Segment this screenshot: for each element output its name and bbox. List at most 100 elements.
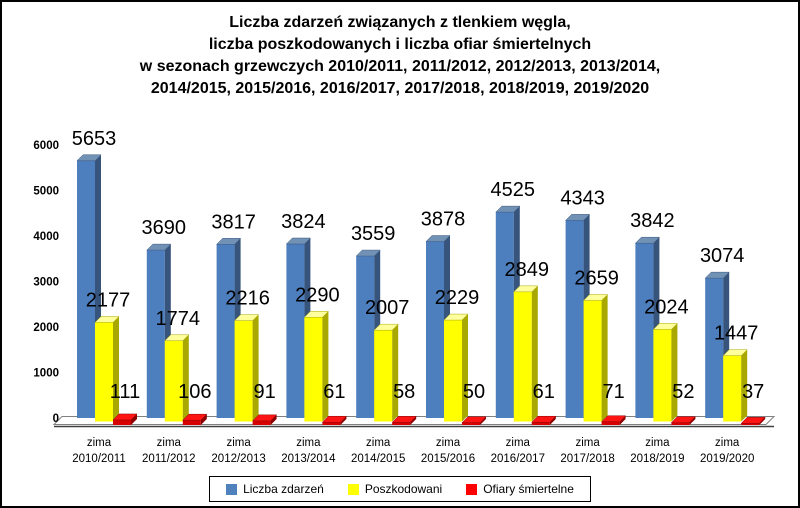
legend-item: Poszkodowani	[347, 482, 442, 496]
bar-front-1-7	[583, 300, 602, 422]
bar-top-1-4	[373, 323, 399, 331]
bar-front-2-2	[252, 420, 271, 425]
value-label: 52	[672, 381, 694, 403]
bar-front-0-5	[426, 241, 444, 418]
value-label: 3074	[700, 245, 745, 267]
x-tick-label: zima	[296, 437, 321, 449]
value-label: 2024	[644, 296, 689, 318]
x-tick-label: zima	[436, 437, 461, 449]
bar-front-0-2	[216, 244, 235, 418]
bar-top-0-0	[76, 154, 102, 162]
bar-front-1-0	[95, 322, 113, 422]
bar-side-2-6	[549, 416, 556, 425]
bar-top-1-7	[582, 294, 609, 301]
value-label: 61	[533, 381, 555, 403]
value-label: 71	[602, 381, 624, 403]
value-label: 2007	[365, 297, 410, 319]
bar-top-2-7	[600, 415, 627, 423]
bar-side-2-0	[131, 413, 137, 425]
bar-side-2-3	[340, 416, 347, 425]
bar-top-1-8	[652, 323, 679, 330]
chart-plot: 0 1000 2000 3000 4000 5000 6000 5653 2177 111 3690…	[33, 128, 776, 465]
title-line: 2014/2015, 2015/2016, 2016/2017, 2017/20…	[150, 80, 650, 97]
bar-front-0-3	[286, 244, 305, 418]
value-label: 2229	[435, 287, 480, 309]
value-label: 2290	[295, 284, 340, 306]
bar-side-2-7	[619, 415, 626, 425]
y-tick-label: 4000	[33, 231, 59, 243]
bar-top-2-9	[740, 417, 766, 424]
bar-front-2-0	[113, 419, 131, 425]
bar-front-1-2	[234, 320, 253, 422]
bar-front-1-3	[304, 317, 323, 422]
bar-top-2-5	[461, 416, 487, 423]
y-tick-label: 3000	[33, 277, 59, 289]
value-label: 5653	[72, 128, 117, 150]
x-tick-label: 2016/2017	[491, 453, 545, 465]
value-label: 1774	[156, 308, 201, 330]
bar-top-0-7	[564, 214, 591, 221]
value-label: 58	[393, 381, 415, 403]
bar-top-2-1	[182, 413, 208, 421]
bar-front-0-0	[77, 160, 95, 418]
bar-front-0-9	[705, 278, 724, 418]
value-label: 50	[463, 381, 485, 403]
x-tick-label: zima	[87, 437, 112, 449]
bar-side-2-9	[759, 417, 766, 425]
bar-front-1-8	[653, 329, 672, 422]
bar-top-2-2	[251, 414, 278, 422]
bar-top-0-4	[355, 249, 381, 257]
bar-front-0-4	[356, 256, 375, 418]
x-tick-label: zima	[366, 437, 391, 449]
bar-top-1-0	[94, 316, 120, 323]
bar-top-0-6	[495, 205, 521, 213]
title-line: w sezonach grzewczych 2010/2011, 2011/20…	[139, 58, 661, 75]
x-tick-label: zima	[575, 437, 600, 449]
chart-legend: Liczba zdarzeń Poszkodowani Ofiary śmierte…	[209, 476, 591, 502]
bar-side-2-1	[200, 414, 207, 425]
value-label: 111	[110, 381, 140, 403]
legend-item: Ofiary śmiertelne	[466, 482, 574, 496]
x-tick-label: 2017/2018	[560, 453, 614, 465]
bar-top-0-9	[704, 271, 730, 279]
bar-side-1-2	[252, 314, 259, 422]
bar-top-2-8	[670, 416, 697, 423]
bar-front-0-6	[495, 212, 514, 418]
value-label: 37	[742, 381, 764, 403]
bar-front-0-1	[146, 250, 165, 418]
value-label: 4525	[491, 179, 536, 201]
legend-label: Ofiary śmiertelne	[483, 482, 574, 496]
value-label: 3817	[211, 211, 256, 233]
bar-side-1-9	[741, 349, 748, 422]
chart-title: Liczba zdarzeń związanych z tlenkiem węg…	[2, 2, 798, 106]
bar-top-1-3	[303, 311, 330, 318]
x-tick-label: zima	[715, 437, 740, 449]
y-tick-label: 2000	[33, 322, 59, 334]
bar-side-1-1	[182, 334, 189, 422]
legend-swatch-icon	[466, 483, 478, 495]
bar-top-0-1	[146, 243, 172, 251]
bar-side-1-8	[671, 323, 678, 422]
bar-side-2-2	[270, 414, 277, 425]
legend-item: Liczba zdarzeń	[226, 482, 324, 496]
bar-top-1-6	[513, 285, 539, 293]
x-tick-label: zima	[226, 437, 251, 449]
value-label: 4343	[560, 187, 605, 209]
bar-top-1-5	[443, 313, 469, 321]
value-label: 3842	[630, 210, 675, 232]
y-tick-label: 6000	[33, 140, 59, 152]
value-label: 106	[178, 381, 211, 403]
bar-front-2-6	[531, 422, 550, 425]
x-tick-label: 2014/2015	[351, 453, 405, 465]
bar-top-2-4	[391, 416, 417, 423]
bar-front-0-7	[565, 220, 584, 418]
value-label: 2659	[574, 268, 619, 290]
value-label: 2216	[225, 288, 270, 310]
bar-side-1-4	[392, 324, 399, 422]
x-tick-label: zima	[157, 437, 182, 449]
bar-top-0-5	[425, 235, 451, 242]
bar-top-1-1	[164, 334, 190, 342]
bar-top-2-3	[321, 415, 348, 423]
x-tick-label: 2018/2019	[630, 453, 684, 465]
bar-side-1-0	[113, 316, 119, 422]
